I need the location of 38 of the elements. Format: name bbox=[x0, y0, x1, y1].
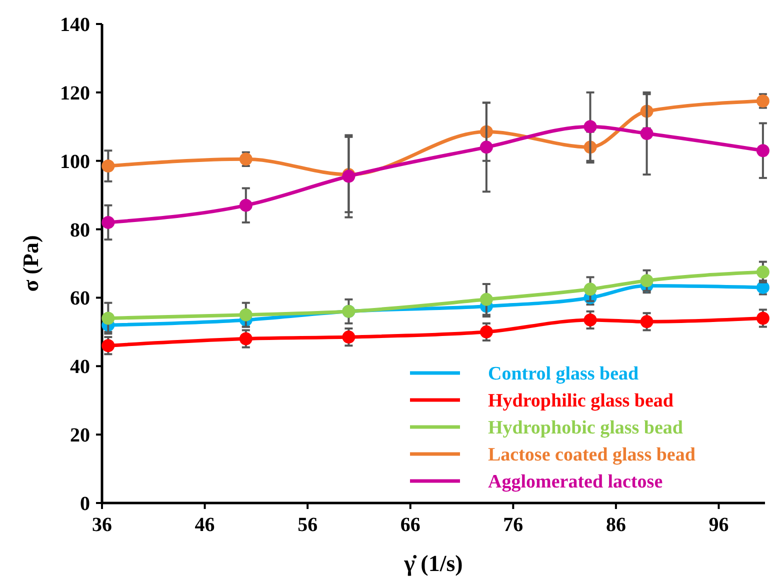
point bbox=[480, 292, 493, 306]
y-tick-label: 40 bbox=[70, 356, 90, 378]
point bbox=[756, 266, 770, 279]
legend-label: Hydrophilic glass bead bbox=[488, 390, 674, 412]
point bbox=[102, 159, 115, 172]
x-tick-label: 96 bbox=[708, 514, 729, 536]
y-tick-label: 20 bbox=[70, 424, 90, 447]
x-tick-label: 66 bbox=[400, 514, 420, 536]
point bbox=[584, 313, 597, 326]
y-tick-label: 60 bbox=[70, 288, 90, 310]
x-tick-label: 46 bbox=[194, 514, 215, 536]
point bbox=[239, 308, 252, 322]
legend-label: Hydrophobic glass bead bbox=[488, 418, 684, 439]
x-tick-label: 76 bbox=[503, 514, 524, 536]
point bbox=[480, 325, 493, 338]
point bbox=[102, 216, 115, 229]
y-tick-label: 140 bbox=[60, 14, 90, 36]
y-axis-title: σ (Pa) bbox=[18, 235, 43, 292]
point bbox=[640, 315, 654, 328]
legend-label: Control glass bead bbox=[488, 364, 640, 385]
x-tick-label: 56 bbox=[298, 514, 318, 536]
y-tick-label: 100 bbox=[60, 150, 90, 173]
point bbox=[102, 312, 115, 325]
y-tick-label: 120 bbox=[60, 82, 90, 104]
point bbox=[584, 282, 597, 296]
point bbox=[756, 144, 770, 158]
y-tick-label: 80 bbox=[70, 219, 90, 242]
point bbox=[239, 198, 252, 212]
x-tick-label: 86 bbox=[606, 514, 626, 536]
legend-label: Lactose coated glass bead bbox=[488, 444, 696, 466]
point bbox=[342, 330, 356, 344]
point bbox=[480, 140, 493, 154]
x-axis-title: γ̇ (1/s) bbox=[403, 551, 463, 576]
y-tick-label: 0 bbox=[80, 493, 90, 515]
legend-label: Agglomerated lactose bbox=[488, 472, 663, 493]
x-tick-label: 36 bbox=[92, 514, 112, 536]
point bbox=[640, 274, 654, 288]
point bbox=[756, 312, 770, 325]
